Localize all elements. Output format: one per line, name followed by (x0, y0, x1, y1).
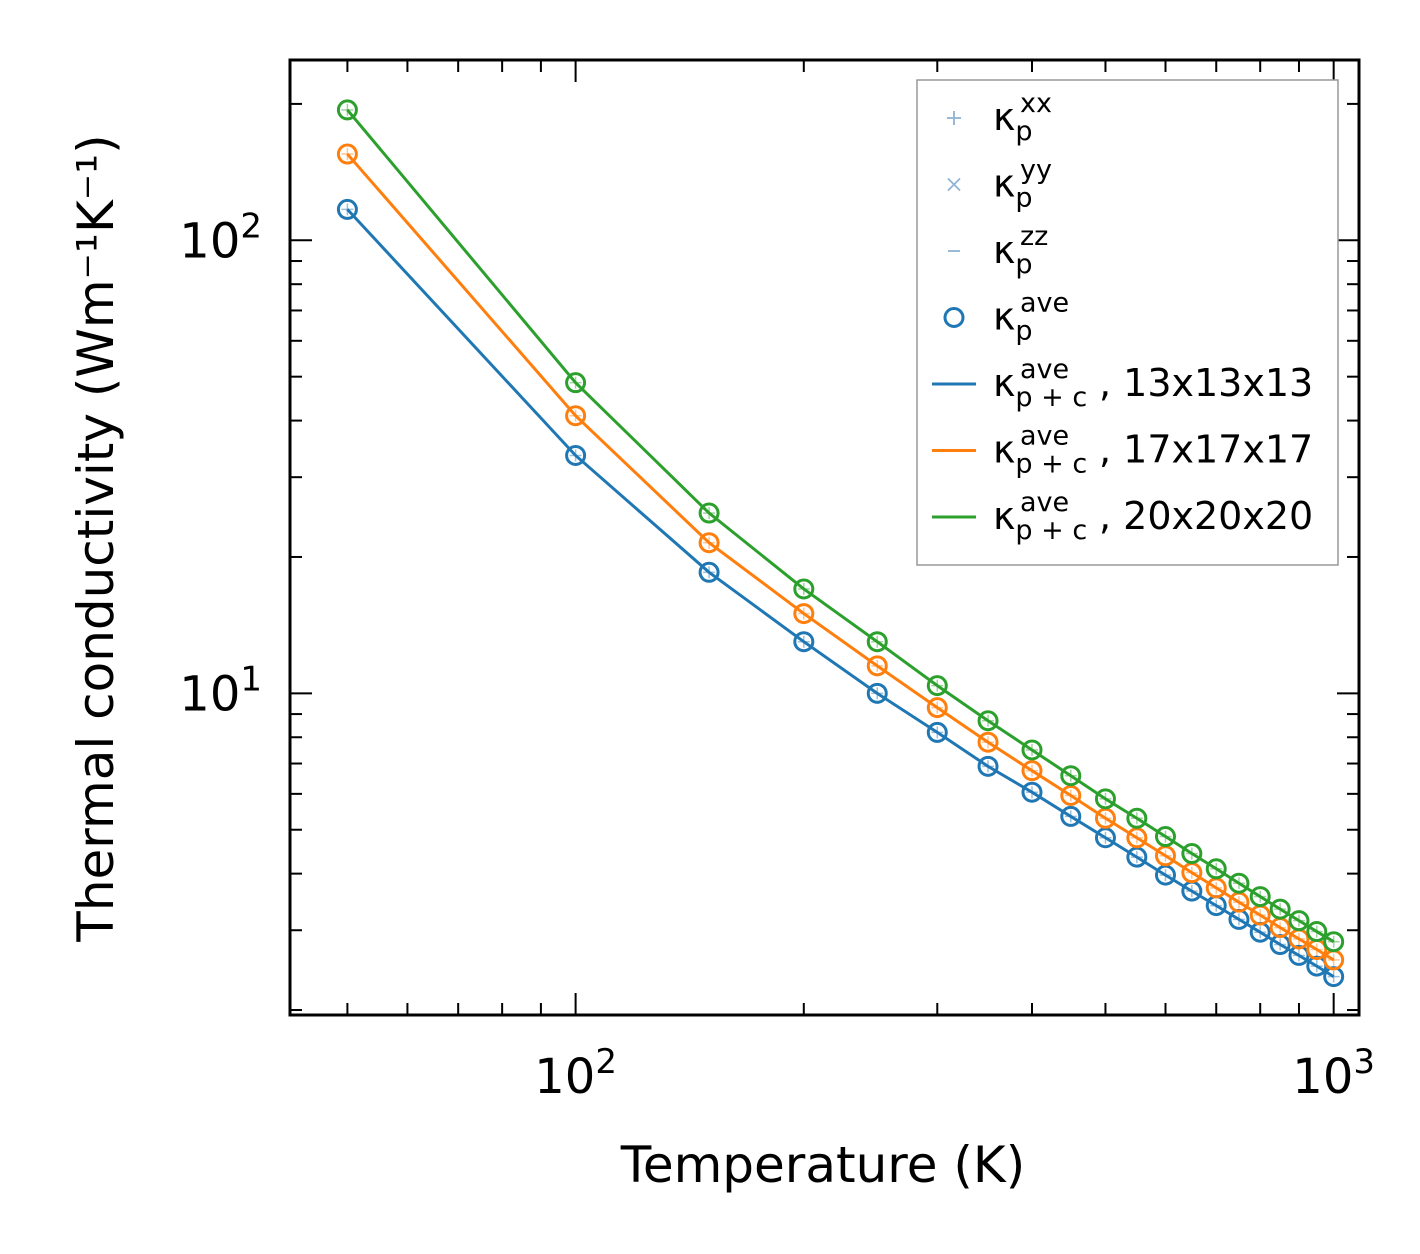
data-point-ave-20x20x20 (866, 631, 888, 653)
plot-area (336, 99, 1345, 988)
legend-entry-text: , 17x17x17 (1099, 428, 1313, 472)
legend-entry-superscript: ave (1020, 487, 1069, 518)
data-point-ave-20x20x20 (1060, 765, 1082, 787)
series-line-20x20x20 (346, 108, 1335, 944)
legend-frame (916, 79, 1339, 566)
y-tick-label: 101 (179, 659, 262, 722)
data-point-ave-20x20x20 (1323, 931, 1345, 953)
data-point-ave-13x13x13 (336, 198, 358, 220)
plot-frame (288, 58, 1361, 1017)
legend-entry-label: κp (993, 295, 1033, 347)
data-point-ave-20x20x20 (977, 710, 999, 732)
data-point-ave-17x17x17 (793, 603, 815, 625)
x-tick-label: 102 (534, 1042, 617, 1105)
data-point-ave-20x20x20 (1021, 739, 1043, 761)
data-point-ave-17x17x17 (866, 655, 888, 677)
y-tick-label: 102 (179, 206, 262, 269)
data-point-ave-17x17x17 (565, 405, 587, 427)
legend-entry-label: κp + c (993, 361, 1087, 413)
data-point-ave-13x13x13 (565, 444, 587, 466)
series-line-13x13x13 (346, 208, 1335, 978)
data-point-ave-17x17x17 (977, 731, 999, 753)
data-point-ave-17x17x17 (698, 532, 720, 554)
x-tick-label: 103 (1292, 1042, 1375, 1105)
legend-entry-label: κp + c (993, 428, 1087, 480)
data-point-ave-20x20x20 (1154, 826, 1176, 848)
data-point-ave-20x20x20 (1288, 910, 1310, 932)
legend-entry-superscript: ave (1020, 354, 1069, 385)
legend-marker-circle (943, 307, 965, 328)
data-point-ave-20x20x20 (1126, 807, 1148, 829)
data-point-ave-13x13x13 (1288, 944, 1310, 966)
data-point-ave-13x13x13 (1060, 805, 1082, 827)
legend-entry-superscript: zz (1020, 221, 1048, 252)
legend-entry-text: , 20x20x20 (1099, 494, 1313, 538)
data-point-ave-20x20x20 (1094, 788, 1116, 810)
data-point-ave-13x13x13 (1021, 781, 1043, 803)
legend-entry-superscript: ave (1020, 288, 1069, 319)
data-point-ave-20x20x20 (1249, 886, 1271, 908)
data-point-ave-17x17x17 (1060, 785, 1082, 807)
legend-entry-label: κp + c (993, 494, 1087, 546)
data-point-ave-20x20x20 (926, 675, 948, 697)
data-point-ave-20x20x20 (336, 99, 358, 121)
legend-entry-label: κp (993, 228, 1033, 280)
data-point-ave-13x13x13 (866, 682, 888, 704)
legend-marker-cross (947, 177, 961, 192)
data-point-ave-20x20x20 (698, 502, 720, 524)
data-point-ave-20x20x20 (565, 372, 587, 394)
x-axis-label: Temperature (K) (620, 1136, 1025, 1194)
data-point-ave-20x20x20 (1205, 858, 1227, 880)
data-point-ave-17x17x17 (926, 697, 948, 719)
legend-entry-superscript: yy (1020, 155, 1052, 186)
legend-entry-superscript: ave (1020, 421, 1069, 452)
legend-entry-label: κp (993, 162, 1033, 214)
legend-entry-text: , 13x13x13 (1099, 361, 1313, 405)
data-point-ave-13x13x13 (926, 721, 948, 743)
data-point-ave-13x13x13 (698, 561, 720, 583)
legend-entry-superscript: xx (1020, 88, 1052, 119)
data-point-ave-13x13x13 (977, 755, 999, 777)
data-point-ave-20x20x20 (1306, 921, 1328, 943)
series-line-17x17x17 (346, 153, 1335, 962)
data-point-ave-20x20x20 (1228, 872, 1250, 894)
data-point-ave-20x20x20 (1269, 898, 1291, 920)
data-point-ave-20x20x20 (793, 578, 815, 600)
legend-entry-label: κp (993, 95, 1033, 147)
data-point-ave-17x17x17 (336, 143, 358, 165)
data-point-ave-20x20x20 (1181, 843, 1203, 865)
y-axis-label: Thermal conductivity (Wm⁻¹K⁻¹) (67, 134, 125, 942)
axes: 102 103 101 102 (179, 58, 1375, 1105)
data-point-ave-17x17x17 (1021, 760, 1043, 782)
data-point-ave-13x13x13 (793, 631, 815, 653)
